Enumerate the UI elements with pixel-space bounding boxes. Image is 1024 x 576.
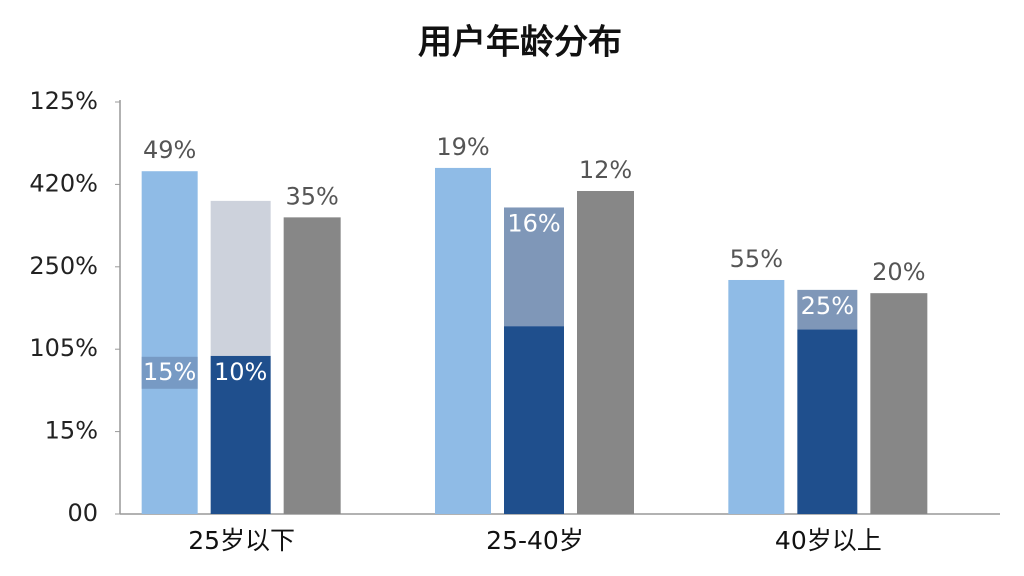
bar [504, 207, 564, 327]
data-label: 35% [285, 182, 338, 210]
bar [141, 171, 198, 514]
bar [283, 217, 341, 515]
chart-title: 用户年龄分布 [418, 23, 622, 63]
bar [870, 293, 928, 514]
data-label: 16% [507, 209, 560, 237]
bar [728, 279, 785, 514]
bar [435, 167, 491, 515]
y-tick-label: 125% [29, 87, 98, 115]
data-label: 12% [579, 156, 632, 184]
data-label: 10% [214, 358, 267, 386]
data-label: 55% [730, 245, 783, 273]
y-tick-label: 105% [29, 334, 98, 362]
bar [210, 200, 271, 356]
bar [577, 190, 634, 514]
y-tick-label: 250% [29, 252, 98, 280]
y-tick-label: 420% [29, 169, 98, 197]
y-tick-label: 15% [45, 417, 98, 445]
y-tick-label: 00 [67, 499, 98, 527]
bar [797, 289, 858, 330]
data-label: 25% [801, 292, 854, 320]
x-tick-label: 25岁以下 [188, 526, 295, 555]
data-label: 49% [143, 136, 196, 164]
data-label: 15% [143, 358, 196, 386]
data-label: 20% [872, 258, 925, 286]
x-tick-label: 40岁以上 [775, 526, 882, 555]
label-box [141, 356, 198, 389]
x-tick-label: 25-40岁 [486, 526, 584, 555]
bar [797, 329, 858, 514]
data-label: 19% [436, 133, 489, 161]
bar [210, 355, 271, 514]
bar [504, 326, 564, 514]
